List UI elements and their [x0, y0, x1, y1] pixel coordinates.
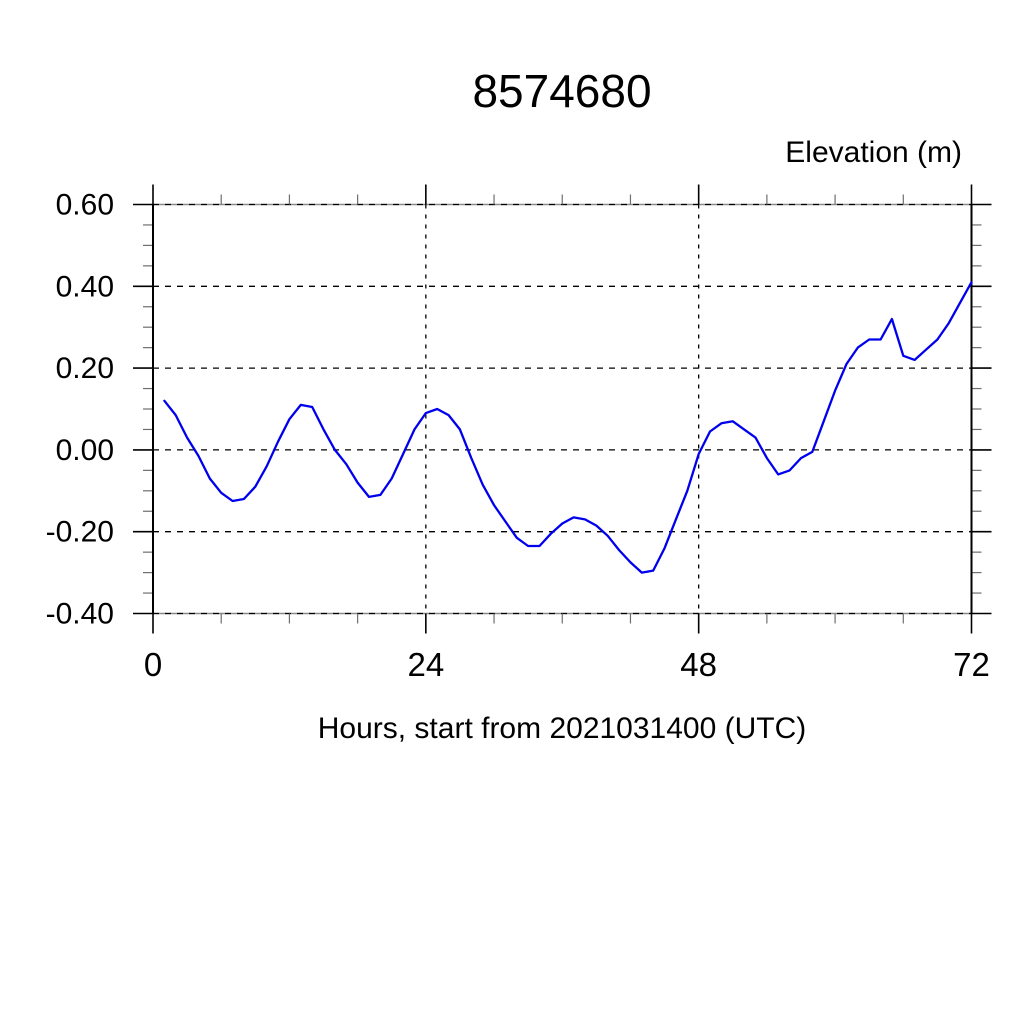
x-tick-label: 72 — [953, 646, 990, 683]
y-tick-label: -0.20 — [46, 516, 114, 549]
y-tick-label: 0.00 — [56, 434, 114, 467]
y-tick-label: 0.40 — [56, 270, 114, 303]
x-tick-label: 0 — [144, 646, 162, 683]
elevation-line — [163, 281, 973, 574]
plot-frame-vertical — [152, 204, 973, 614]
chart-title: 8574680 — [472, 65, 651, 117]
x-axis-title: Hours, start from 2021031400 (UTC) — [318, 712, 807, 745]
y-tick-label: -0.40 — [46, 598, 114, 631]
y-tick-label: 0.20 — [56, 352, 114, 385]
y-tick-label: 0.60 — [56, 189, 114, 222]
elevation-series — [163, 281, 973, 574]
tick-labels: 0 24 48 72 -0.40 -0.20 0.00 0.20 0.40 0.60 — [46, 189, 990, 684]
x-tick-label: 48 — [680, 646, 717, 683]
y-axis-title: Elevation (m) — [785, 136, 962, 169]
axis-ticks — [133, 184, 992, 634]
x-tick-label: 24 — [407, 646, 444, 683]
